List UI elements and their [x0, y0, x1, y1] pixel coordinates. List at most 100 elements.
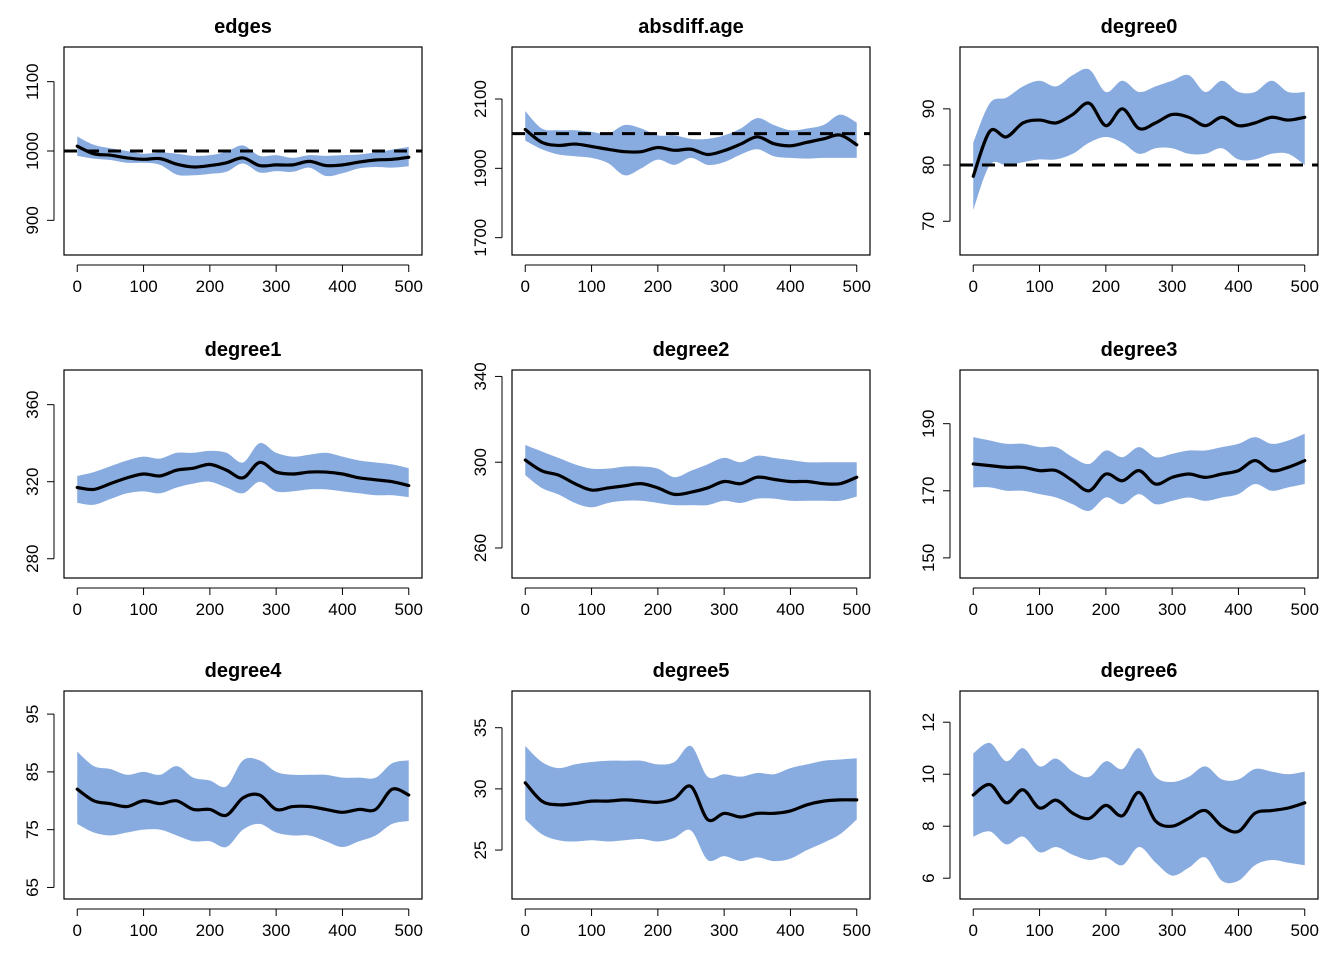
- x-tick-label: 0: [969, 277, 978, 296]
- y-tick-label: 320: [23, 468, 42, 496]
- x-tick-label: 300: [262, 600, 290, 619]
- y-tick-label: 1000: [23, 132, 42, 170]
- y-tick-label: 12: [919, 713, 938, 732]
- confidence-band: [973, 742, 1305, 884]
- x-tick-label: 200: [644, 600, 672, 619]
- confidence-band: [973, 68, 1305, 211]
- x-tick-label: 0: [73, 921, 82, 940]
- plot-frame: [63, 369, 423, 579]
- x-tick-label: 100: [129, 277, 157, 296]
- x-tick-label: 0: [969, 600, 978, 619]
- mean-line: [523, 127, 859, 157]
- confidence-band: [525, 111, 857, 176]
- plot-frame: [63, 690, 423, 900]
- y-tick-label: 1700: [471, 219, 490, 257]
- y-tick-label: 90: [919, 99, 938, 118]
- chart-panel-degree2: degree2 0 100 200 300 400 500 260 300 340: [471, 339, 871, 619]
- x-tick-label: 400: [1224, 921, 1252, 940]
- chart-title: degree4: [205, 660, 283, 682]
- x-tick-label: 0: [969, 921, 978, 940]
- x-tick-label: 100: [577, 277, 605, 296]
- chart-title: absdiff.age: [638, 16, 744, 38]
- x-tick-label: 400: [1224, 600, 1252, 619]
- x-tick-label: 200: [644, 921, 672, 940]
- plot-area: [523, 445, 859, 508]
- y-axis: 150 170 190: [919, 409, 951, 572]
- x-tick-label: 400: [328, 600, 356, 619]
- x-tick-label: 400: [328, 277, 356, 296]
- x-tick-label: 300: [1158, 921, 1186, 940]
- y-tick-label: 70: [919, 212, 938, 231]
- x-axis: 0 100 200 300 400 500: [521, 587, 871, 619]
- y-tick-label: 8: [919, 821, 938, 830]
- x-tick-label: 300: [262, 277, 290, 296]
- plot-area: [523, 745, 859, 862]
- confidence-band: [77, 442, 409, 505]
- chart-panel-degree5: degree5 0 100 200 300 400 500 25 30 35: [471, 660, 871, 940]
- x-tick-label: 400: [776, 600, 804, 619]
- chart-panel-degree1: degree1 0 100 200 300 400 500 280 320 360: [23, 339, 423, 619]
- chart-panel-degree3: degree3 0 100 200 300 400 500 150 170 190: [919, 339, 1319, 619]
- chart-panel-absdiff.age: absdiff.age 0 100 200 300 400 500 1700 1900 2100: [471, 16, 871, 296]
- x-tick-label: 200: [644, 277, 672, 296]
- plot-frame: [511, 369, 871, 579]
- y-tick-label: 1900: [471, 149, 490, 187]
- y-tick-label: 190: [919, 409, 938, 437]
- y-axis: 260 300 340: [471, 362, 503, 562]
- x-tick-label: 0: [73, 600, 82, 619]
- y-tick-label: 900: [23, 206, 42, 234]
- x-axis: 0 100 200 300 400 500: [521, 264, 871, 296]
- x-tick-label: 300: [262, 921, 290, 940]
- mean-line: [75, 787, 411, 818]
- chart-title: degree5: [653, 660, 730, 682]
- y-axis: 70 80 90: [919, 99, 951, 231]
- x-tick-label: 500: [843, 600, 871, 619]
- mean-line: [523, 458, 859, 497]
- x-tick-label: 300: [1158, 600, 1186, 619]
- confidence-band: [525, 745, 857, 862]
- x-axis: 0 100 200 300 400 500: [73, 264, 423, 296]
- x-tick-label: 200: [196, 277, 224, 296]
- mean-line: [971, 101, 1307, 178]
- y-tick-label: 65: [23, 878, 42, 897]
- y-tick-label: 280: [23, 545, 42, 573]
- mean-line: [523, 781, 859, 823]
- plot-frame: [63, 46, 423, 256]
- y-tick-label: 1100: [23, 63, 42, 100]
- chart-panel-degree6: degree6 0 100 200 300 400 500 6 8 10 12: [919, 660, 1319, 940]
- y-tick-label: 6: [919, 873, 938, 882]
- x-tick-label: 0: [521, 277, 530, 296]
- x-tick-label: 200: [1092, 600, 1120, 619]
- x-tick-label: 0: [521, 921, 530, 940]
- y-tick-label: 75: [23, 820, 42, 839]
- x-tick-label: 100: [1025, 277, 1053, 296]
- x-axis: 0 100 200 300 400 500: [969, 264, 1319, 296]
- plot-area: [75, 751, 411, 848]
- x-tick-label: 200: [1092, 921, 1120, 940]
- x-tick-label: 400: [328, 921, 356, 940]
- x-tick-label: 300: [1158, 277, 1186, 296]
- x-tick-label: 0: [73, 277, 82, 296]
- x-tick-label: 0: [521, 600, 530, 619]
- y-tick-label: 170: [919, 477, 938, 505]
- y-axis: 6 8 10 12: [919, 713, 951, 883]
- plot-area: [75, 442, 411, 505]
- x-axis: 0 100 200 300 400 500: [73, 587, 423, 619]
- y-tick-label: 30: [471, 779, 490, 798]
- x-tick-label: 300: [710, 600, 738, 619]
- plot-area: [512, 111, 870, 176]
- x-tick-label: 400: [776, 921, 804, 940]
- mean-line: [75, 144, 411, 169]
- x-tick-label: 300: [710, 921, 738, 940]
- y-tick-label: 85: [23, 762, 42, 781]
- y-axis: 900 1000 1100: [23, 63, 55, 235]
- y-tick-label: 95: [23, 705, 42, 724]
- x-tick-label: 500: [395, 921, 423, 940]
- y-axis: 65 75 85 95: [23, 705, 55, 897]
- mean-line: [75, 460, 411, 492]
- x-tick-label: 100: [1025, 921, 1053, 940]
- x-axis: 0 100 200 300 400 500: [969, 587, 1319, 619]
- x-tick-label: 100: [129, 921, 157, 940]
- chart-title: degree2: [653, 339, 730, 361]
- chart-title: degree3: [1101, 339, 1178, 361]
